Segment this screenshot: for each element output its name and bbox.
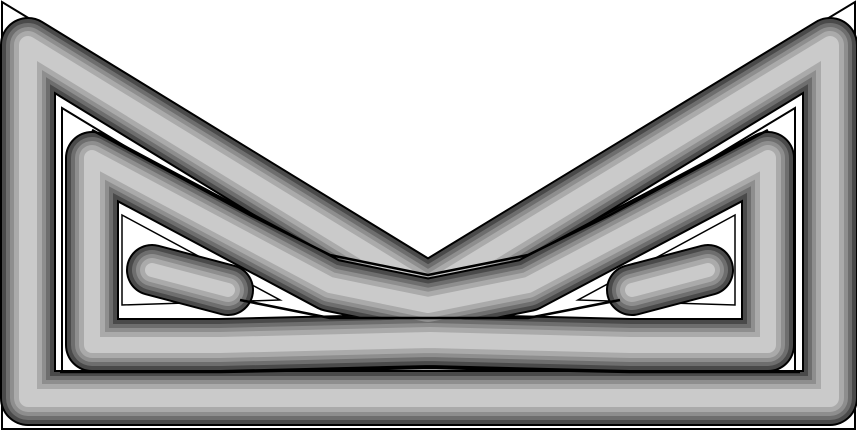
right-capsule-toolpath [632,270,708,290]
left-capsule-toolpath [152,270,228,290]
seam-lines [60,128,800,374]
